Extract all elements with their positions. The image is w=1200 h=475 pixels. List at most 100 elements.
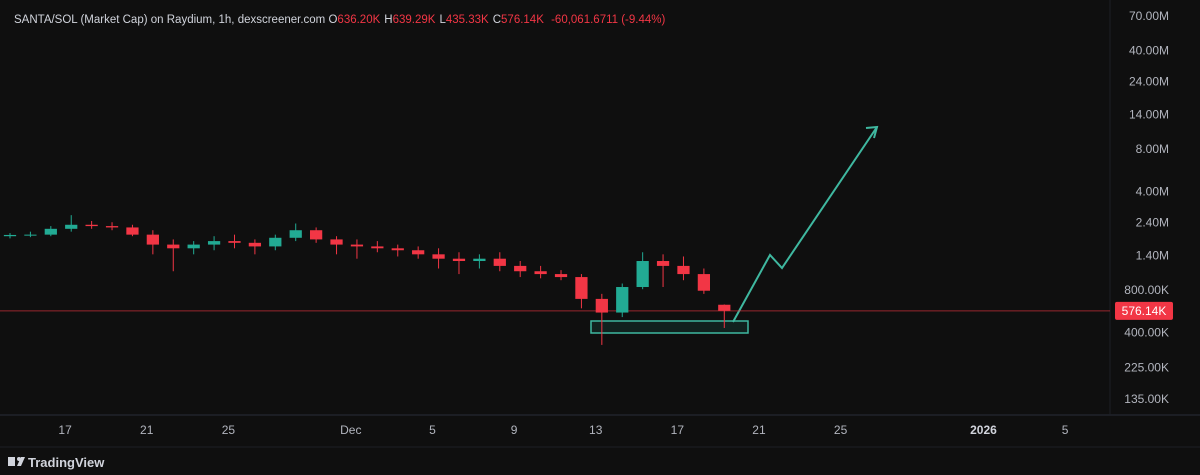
candle-body <box>677 265 690 275</box>
candle-body <box>85 224 98 227</box>
x-tick-label: 21 <box>752 423 766 437</box>
candle-body <box>391 248 404 251</box>
candle <box>493 252 506 272</box>
last-price-label: 576.14K <box>1122 304 1167 318</box>
arrow-head <box>865 125 879 139</box>
candle <box>167 239 180 272</box>
x-tick-label: 25 <box>222 423 236 437</box>
candle-body <box>289 230 302 238</box>
y-tick-label: 800.00K <box>1124 283 1169 297</box>
ohlc-values: O636.20K H639.29K L435.33K C576.14K <box>328 14 547 26</box>
change: -60,061.6711 (-9.44%) <box>551 14 666 26</box>
x-tick-label: 2026 <box>970 423 997 437</box>
logo-slash <box>17 457 25 466</box>
candle-body <box>105 226 119 228</box>
candle <box>697 268 710 294</box>
candle-body <box>167 244 180 249</box>
candle <box>269 234 282 251</box>
y-tick-label: 40.00M <box>1129 43 1169 57</box>
candle-body <box>187 244 200 249</box>
candle-body <box>432 254 445 259</box>
candle-body <box>636 261 649 288</box>
ohlc-key: C <box>492 14 502 26</box>
y-tick-label: 225.00K <box>1124 361 1169 375</box>
candle-body <box>44 228 57 235</box>
brand: TradingView <box>28 455 105 470</box>
candle <box>105 222 119 231</box>
candle-body <box>697 274 710 291</box>
ohlc-value: 639.29K <box>392 14 436 26</box>
candle-body <box>65 224 78 229</box>
x-tick-label: 9 <box>511 423 518 437</box>
candle <box>452 252 466 275</box>
candle <box>656 254 670 288</box>
candle <box>371 241 384 253</box>
y-tick-label: 8.00M <box>1136 142 1169 156</box>
candle-body <box>452 258 466 262</box>
y-tick-label: 135.00K <box>1124 392 1169 406</box>
candle-body <box>412 250 425 255</box>
y-tick-label: 4.00M <box>1136 184 1169 198</box>
candle-body <box>350 244 364 247</box>
candle-body <box>656 261 670 266</box>
last-price-badge <box>1115 301 1173 320</box>
candle-body <box>575 277 588 299</box>
candle-body <box>616 287 629 313</box>
candle <box>514 261 527 278</box>
candle-body <box>554 274 568 278</box>
x-tick-label: 5 <box>1062 423 1069 437</box>
y-tick-label: 70.00M <box>1129 9 1169 23</box>
x-tick-label: 13 <box>589 423 603 437</box>
candle <box>412 246 425 259</box>
candle <box>289 223 302 242</box>
candle <box>3 233 17 239</box>
candle-body <box>248 242 262 247</box>
candle <box>44 226 57 237</box>
candle <box>534 265 547 279</box>
y-tick-label: 24.00M <box>1129 75 1169 89</box>
support-zone <box>590 320 749 334</box>
candle-body <box>3 234 17 237</box>
candle <box>310 227 323 243</box>
candle-body <box>228 241 241 243</box>
candle-body <box>269 237 282 247</box>
x-tick-label: 17 <box>671 423 685 437</box>
candle <box>636 252 649 290</box>
candle <box>146 230 159 255</box>
ohlc-key: H <box>384 14 393 26</box>
y-tick-label: 14.00M <box>1129 108 1169 122</box>
candle <box>616 283 629 318</box>
candle <box>228 234 241 249</box>
title: SANTA/SOL (Market Cap) on Raydium, 1h, d… <box>14 14 326 26</box>
candle-body <box>493 258 506 266</box>
ohlc-key: L <box>439 14 446 26</box>
logo <box>8 457 25 466</box>
candle <box>126 224 139 237</box>
legend: SANTA/SOL (Market Cap) on Raydium, 1h, d… <box>14 14 665 26</box>
ohlc-value: 435.33K <box>445 14 489 26</box>
candle-body <box>24 234 37 236</box>
ohlc-key: O <box>328 14 338 26</box>
candle <box>65 215 78 232</box>
candle <box>718 304 731 328</box>
projection-arrow <box>732 126 878 323</box>
candle <box>248 239 262 255</box>
candle-body <box>595 298 608 313</box>
candle-body <box>330 239 343 245</box>
candle <box>207 236 221 251</box>
candle <box>595 293 608 345</box>
candle <box>330 236 343 255</box>
candle <box>677 256 690 281</box>
candle <box>432 248 445 269</box>
x-tick-label: 25 <box>834 423 848 437</box>
candle <box>554 270 568 281</box>
x-tick-label: 21 <box>140 423 154 437</box>
candle <box>473 254 486 269</box>
candle-body <box>146 234 159 245</box>
candle-body <box>473 258 486 262</box>
candle-body <box>310 230 323 240</box>
candle <box>24 231 37 238</box>
x-tick-label: 5 <box>429 423 436 437</box>
y-tick-label: 1.40M <box>1136 249 1169 263</box>
